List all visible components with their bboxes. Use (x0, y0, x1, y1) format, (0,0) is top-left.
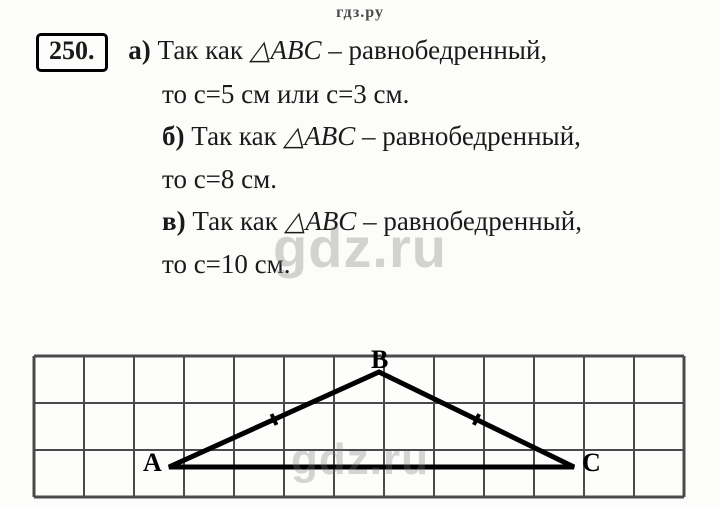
problem-number: 250. (36, 33, 108, 72)
triangle-abc: △ABC (285, 206, 357, 236)
part-a-conclusion: то с=5 см или с=3 см. (36, 74, 674, 115)
triangle-diagram: A B C (6, 350, 714, 504)
svg-text:A: A (143, 448, 162, 477)
part-c-label: в) (162, 206, 186, 236)
triangle-abc: △ABC (283, 121, 355, 151)
part-c-prefix: Так как (192, 206, 277, 236)
svg-text:B: B (371, 350, 388, 374)
problem-content: 250. а) Так как △ABC – равнобедренный, т… (0, 22, 720, 284)
site-header: гдз.ру (0, 0, 720, 22)
part-a-suffix: – равнобедренный, (328, 35, 547, 65)
part-a-prefix: Так как (158, 35, 243, 65)
part-b-prefix: Так как (191, 121, 276, 151)
part-b-label: б) (162, 121, 185, 151)
part-a-line1: 250. а) Так как △ABC – равнобедренный, (36, 30, 674, 72)
part-b-conclusion: то с=8 см. (36, 159, 674, 200)
part-b-line1: б) Так как △ABC – равнобедренный, (36, 116, 674, 157)
triangle-abc: △ABC (250, 35, 322, 65)
svg-text:C: C (582, 448, 601, 477)
part-a-label: а) (128, 35, 151, 65)
part-c-line1: в) Так как △ABC – равнобедренный, (36, 201, 674, 242)
part-b-suffix: – равнобедренный, (362, 121, 581, 151)
part-c-conclusion: то с=10 см. (36, 244, 674, 285)
part-c-suffix: – равнобедренный, (363, 206, 582, 236)
